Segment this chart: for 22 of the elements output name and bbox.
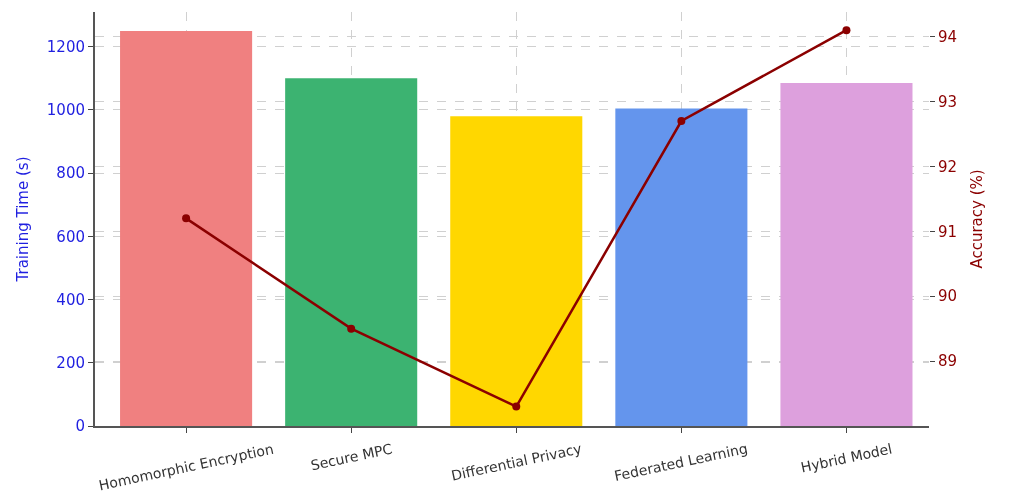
y-axis-title: Training Time (s) bbox=[13, 156, 32, 283]
y2-tick-label: 92 bbox=[938, 157, 958, 176]
y-tick-label: 800 bbox=[56, 164, 85, 183]
point bbox=[677, 117, 686, 126]
y-tick-label: 1200 bbox=[46, 38, 85, 57]
y2-tick-label: 93 bbox=[938, 92, 958, 111]
point bbox=[512, 402, 521, 411]
y-tick-label: 200 bbox=[56, 354, 85, 373]
x-tick-label: Secure MPC bbox=[309, 440, 394, 474]
x-tick-label: Hybrid Model bbox=[799, 440, 894, 476]
y2-tick-label: 91 bbox=[938, 222, 958, 241]
point bbox=[842, 26, 851, 35]
y-tick-label: 1000 bbox=[46, 101, 85, 120]
point bbox=[182, 214, 191, 223]
y-tick-label: 600 bbox=[56, 227, 85, 246]
y-tick-label: 400 bbox=[56, 290, 85, 309]
y2-tick-label: 94 bbox=[938, 27, 958, 46]
y2-axis-title: Accuracy (%) bbox=[968, 169, 987, 269]
y2-tick-label: 90 bbox=[938, 287, 958, 306]
y2-tick-label: 89 bbox=[938, 352, 958, 371]
y-tick-label: 0 bbox=[75, 417, 85, 436]
point bbox=[347, 324, 356, 333]
